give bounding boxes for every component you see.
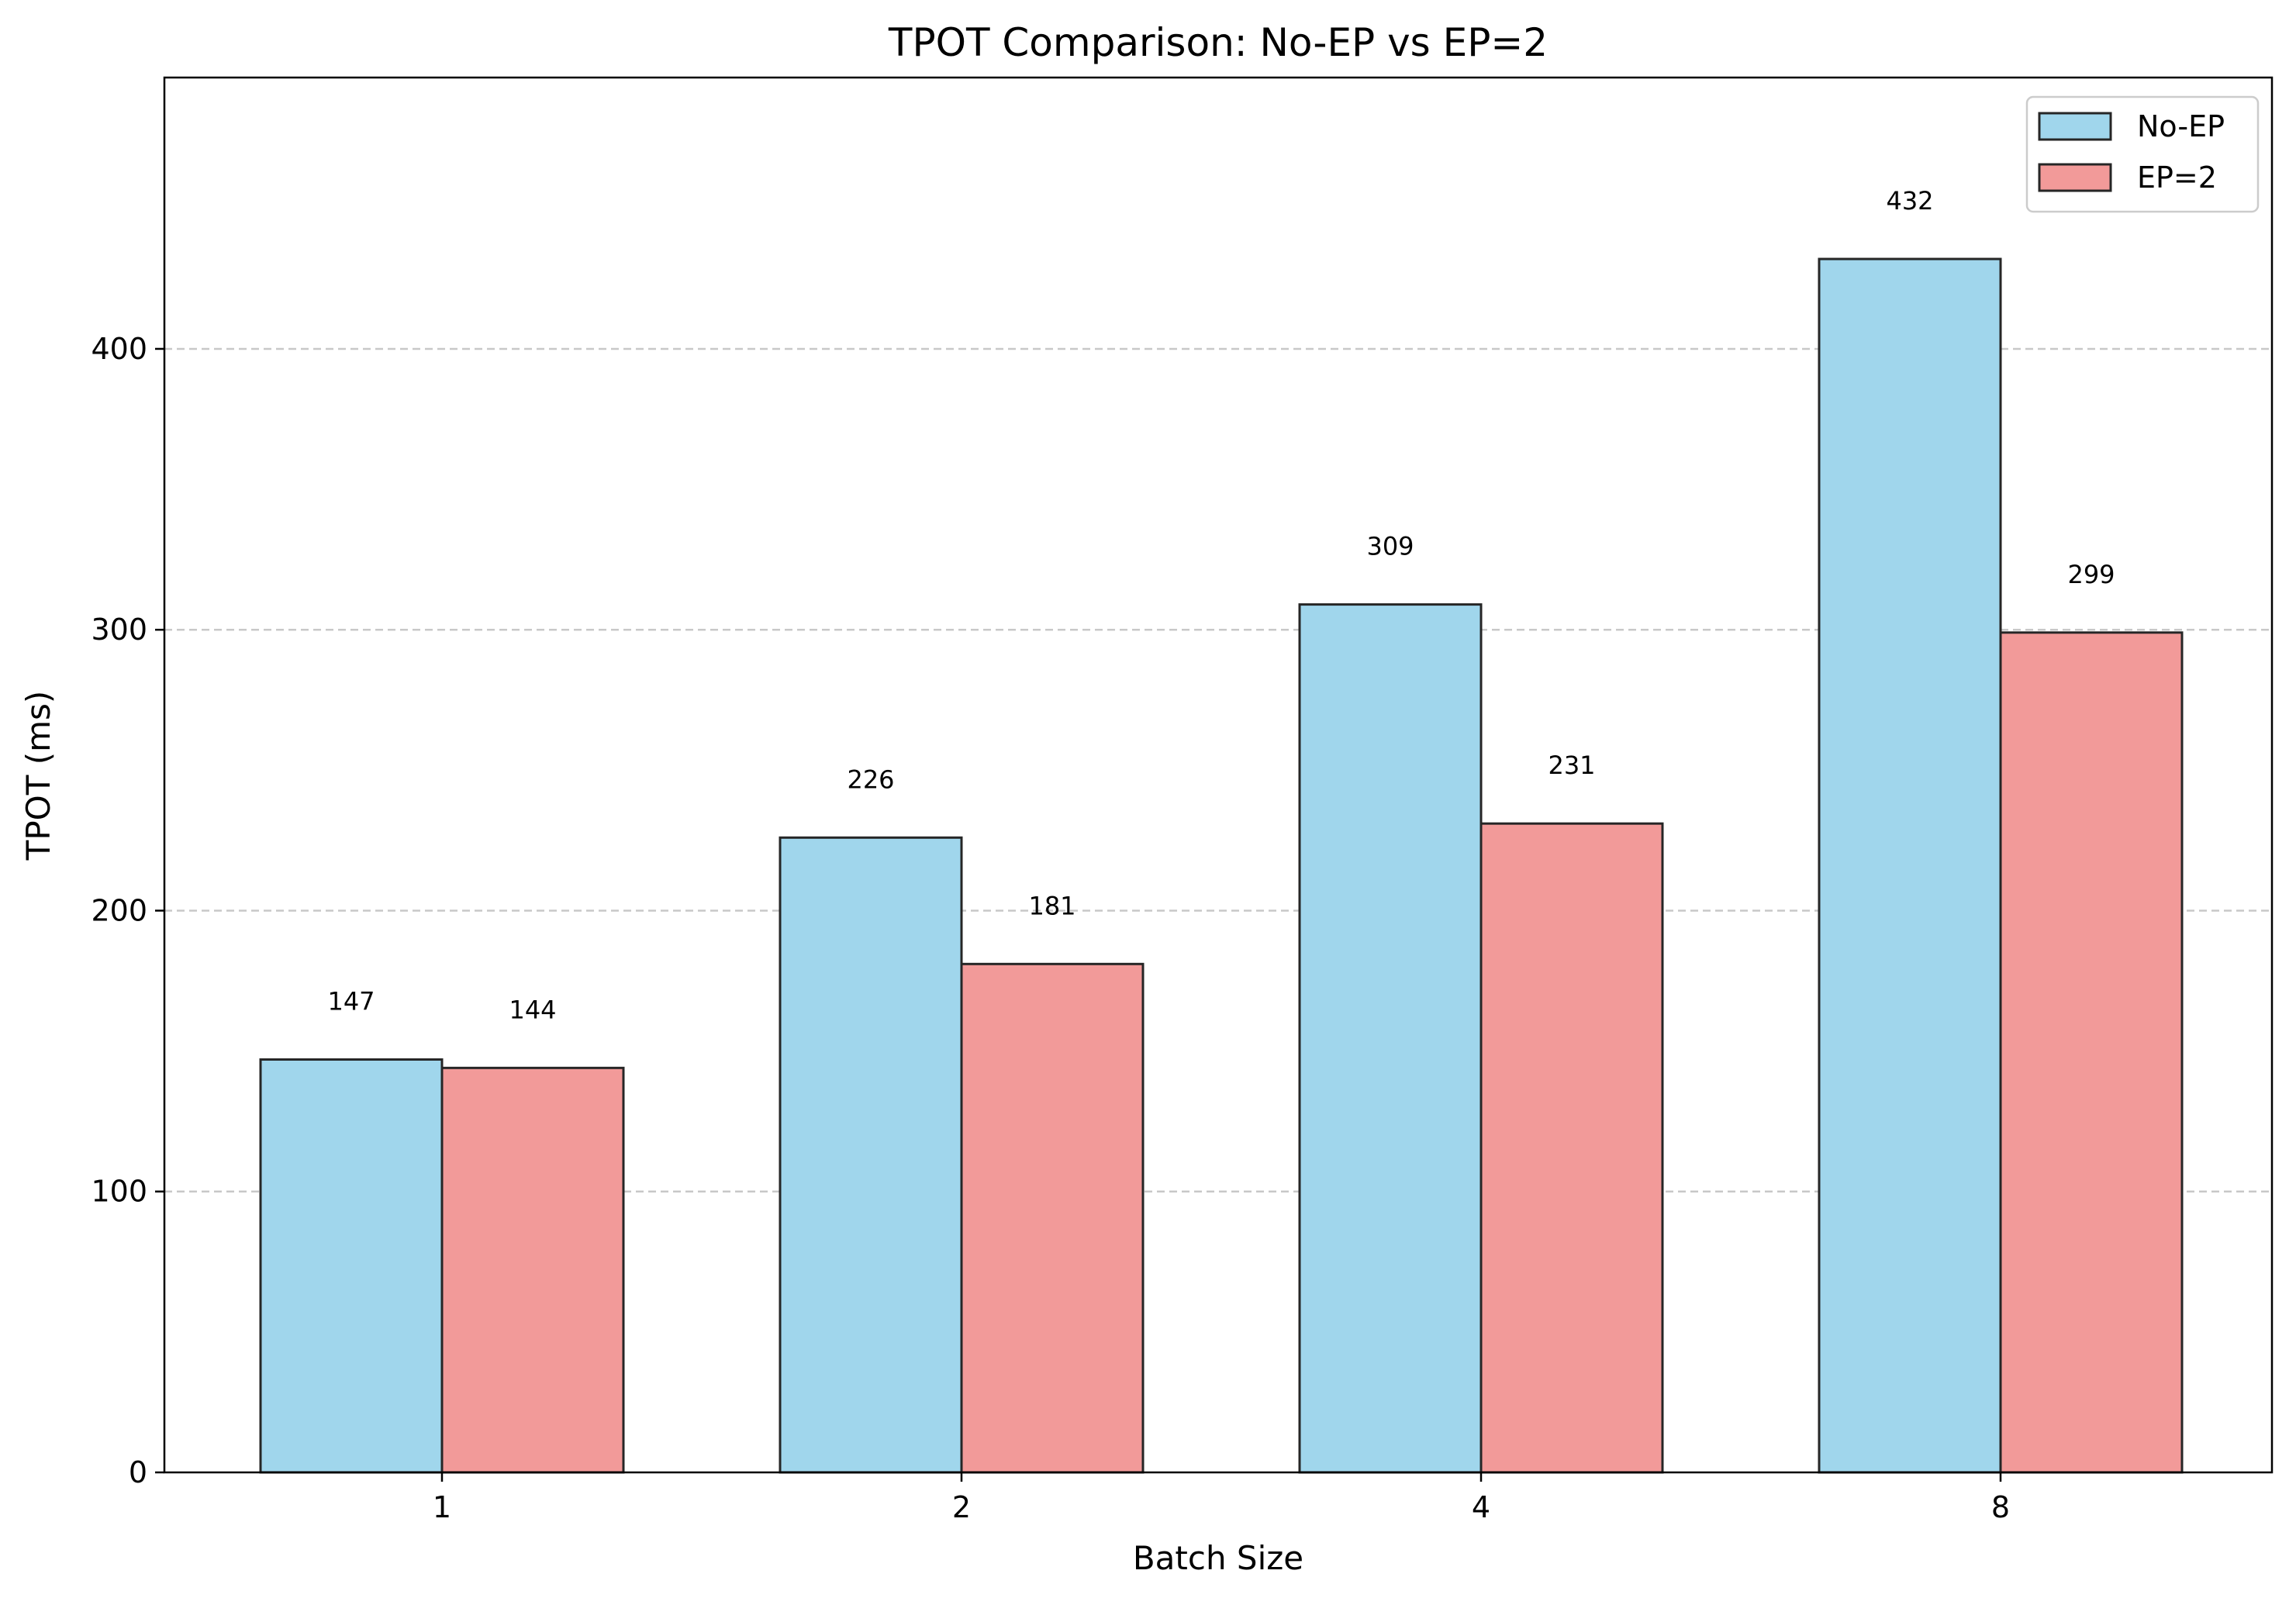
- bar-ep-2-batch-1: [440, 1066, 625, 1474]
- bar-no-ep-batch-1: [259, 1058, 444, 1474]
- legend-label-ep-2: EP=2: [2137, 160, 2217, 195]
- data-label-ep-2-batch-2: 181: [1028, 891, 1075, 920]
- x-tick-label-4: 4: [1472, 1490, 1490, 1524]
- y-tick-label-300: 300: [91, 613, 147, 647]
- y-tick-label-200: 200: [91, 893, 147, 927]
- x-ticks: 1 2 4 8: [433, 1472, 2010, 1524]
- bar-ep-2-batch-2: [960, 962, 1145, 1474]
- data-label-no-ep-batch-2: 226: [847, 764, 894, 794]
- y-tick-label-100: 100: [91, 1175, 147, 1209]
- bar-ep-2-batch-4: [1479, 822, 1664, 1474]
- legend: No-EP EP=2: [2025, 95, 2260, 213]
- legend-swatch-no-ep: [2038, 112, 2112, 141]
- data-label-ep-2-batch-1: 144: [509, 995, 556, 1024]
- x-tick-label-8: 8: [1991, 1490, 2010, 1524]
- legend-label-no-ep: No-EP: [2137, 109, 2225, 143]
- chart-title: TPOT Comparison: No-EP vs EP=2: [888, 20, 1548, 65]
- bar-no-ep-batch-8: [1818, 257, 2002, 1474]
- x-tick-label-2: 2: [952, 1490, 971, 1524]
- y-tick-label-400: 400: [91, 332, 147, 366]
- bar-no-ep-batch-2: [779, 836, 963, 1474]
- data-label-no-ep-batch-4: 309: [1366, 532, 1414, 561]
- x-axis-label: Batch Size: [1133, 1539, 1303, 1577]
- y-tick-label-0: 0: [129, 1455, 147, 1489]
- x-tick-label-1: 1: [433, 1490, 451, 1524]
- data-label-no-ep-batch-1: 147: [327, 986, 375, 1016]
- data-label-no-ep-batch-8: 432: [1886, 186, 1933, 216]
- axes-frame: [163, 76, 2274, 1474]
- bar-no-ep-batch-4: [1298, 603, 1483, 1474]
- data-label-ep-2-batch-4: 231: [1548, 751, 1595, 780]
- data-labels-layer: 147 144 226 181 309 231 432 299: [327, 186, 2115, 1024]
- y-axis-label: TPOT (ms): [19, 691, 57, 861]
- y-ticks: 0 100 200 300 400: [91, 332, 164, 1489]
- legend-swatch-ep-2: [2038, 163, 2112, 192]
- bar-ep-2-batch-8: [1999, 631, 2184, 1474]
- data-label-ep-2-batch-8: 299: [2067, 560, 2115, 589]
